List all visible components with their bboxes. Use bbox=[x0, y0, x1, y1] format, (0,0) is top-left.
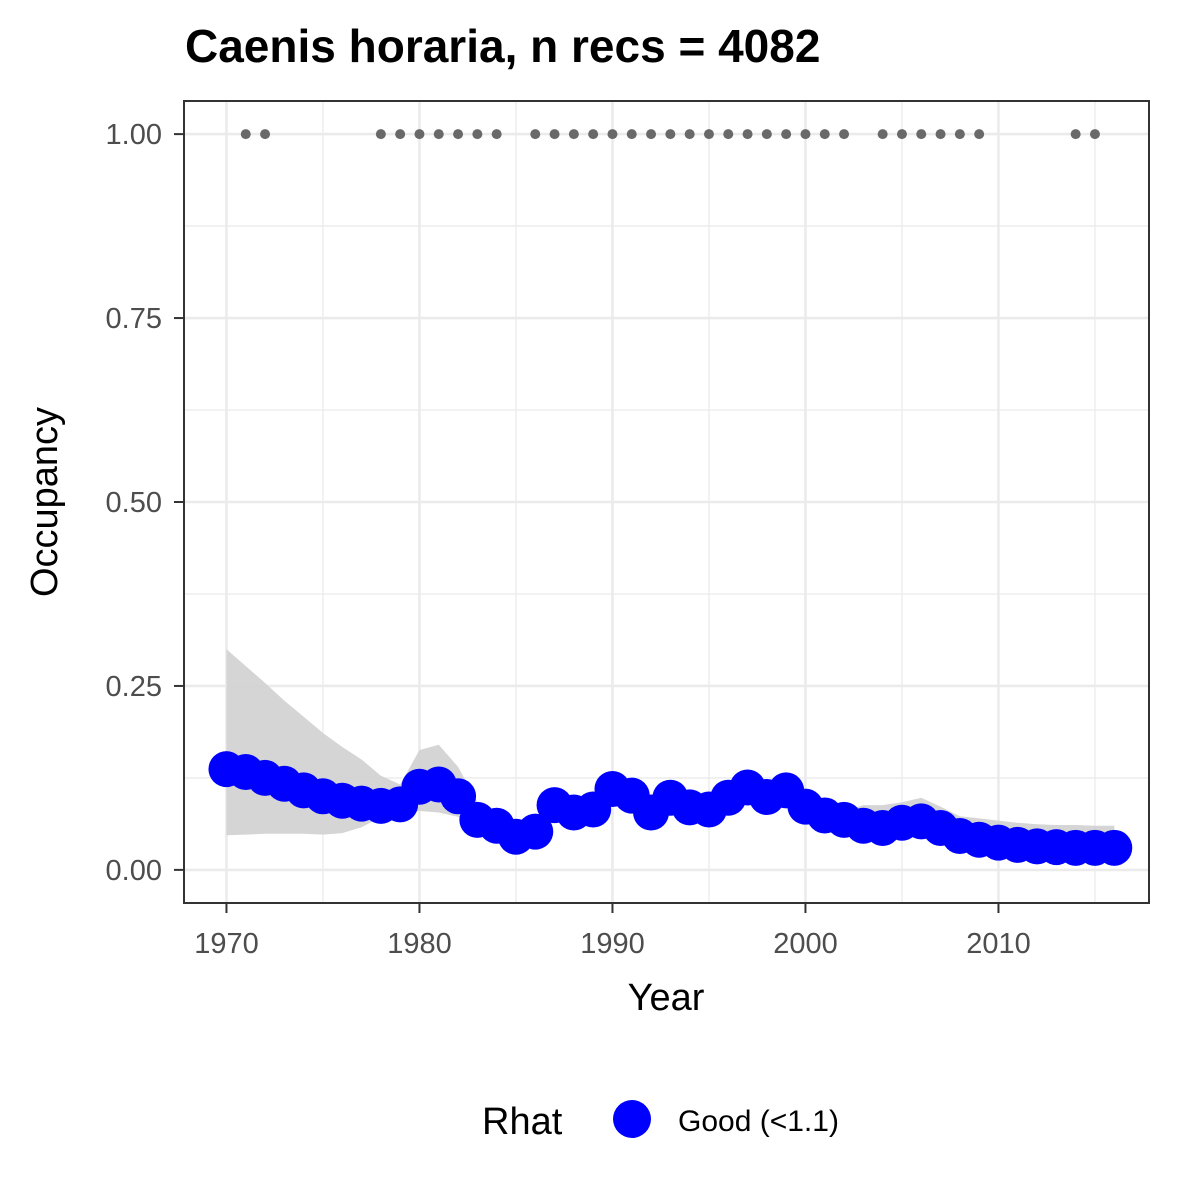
record-dot bbox=[240, 129, 251, 140]
legend: Rhat Good (<1.1) bbox=[482, 1100, 839, 1143]
y-axis-title: Occupancy bbox=[24, 407, 66, 597]
record-dot bbox=[472, 129, 483, 140]
record-dot bbox=[1089, 129, 1100, 140]
x-axis-title: Year bbox=[628, 977, 705, 1019]
record-dot bbox=[819, 129, 830, 140]
record-dot bbox=[260, 129, 271, 140]
y-tick-label: 0.75 bbox=[106, 303, 162, 335]
record-dot bbox=[723, 129, 734, 140]
record-dot bbox=[684, 129, 695, 140]
record-dot bbox=[375, 129, 386, 140]
record-dot bbox=[742, 129, 753, 140]
record-dot bbox=[433, 129, 444, 140]
record-dot bbox=[530, 129, 541, 140]
chart-title: Caenis horaria, n recs = 4082 bbox=[185, 20, 820, 72]
record-dot bbox=[954, 129, 965, 140]
y-tick-label: 0.25 bbox=[106, 671, 162, 703]
record-dot bbox=[588, 129, 599, 140]
record-dot bbox=[800, 129, 811, 140]
y-tick-label: 0.50 bbox=[106, 487, 162, 519]
panel-border bbox=[183, 100, 1150, 904]
y-tick-label: 1.00 bbox=[106, 119, 162, 151]
record-dot bbox=[568, 129, 579, 140]
record-dot bbox=[896, 129, 907, 140]
record-dot bbox=[877, 129, 888, 140]
record-dot bbox=[665, 129, 676, 140]
occupancy-point bbox=[1096, 829, 1133, 866]
record-dot bbox=[974, 129, 985, 140]
record-dot bbox=[761, 129, 772, 140]
record-dot bbox=[781, 129, 792, 140]
legend-key-good bbox=[613, 1100, 651, 1138]
record-dot bbox=[607, 129, 618, 140]
legend-title: Rhat bbox=[482, 1101, 563, 1143]
record-dot bbox=[491, 129, 502, 140]
x-axis: 1970 1980 1990 2000 2010 bbox=[194, 904, 1031, 960]
record-dot bbox=[626, 129, 637, 140]
record-dot bbox=[916, 129, 927, 140]
y-axis: 0.00 0.25 0.50 0.75 1.00 bbox=[106, 119, 183, 887]
record-dots bbox=[240, 129, 1100, 140]
occupancy-point bbox=[517, 813, 554, 850]
y-tick-label: 0.00 bbox=[106, 855, 162, 887]
occupancy-points bbox=[208, 751, 1133, 866]
x-tick-label: 2000 bbox=[773, 928, 838, 960]
x-tick-label: 1990 bbox=[580, 928, 645, 960]
legend-label-good: Good (<1.1) bbox=[678, 1105, 839, 1138]
record-dot bbox=[414, 129, 425, 140]
x-tick-label: 1980 bbox=[387, 928, 452, 960]
record-dot bbox=[549, 129, 560, 140]
record-dot bbox=[395, 129, 406, 140]
record-dot bbox=[935, 129, 946, 140]
x-tick-label: 1970 bbox=[194, 928, 259, 960]
record-dot bbox=[703, 129, 714, 140]
record-dot bbox=[1070, 129, 1081, 140]
record-dot bbox=[839, 129, 850, 140]
record-dot bbox=[453, 129, 464, 140]
record-dot bbox=[646, 129, 657, 140]
x-tick-label: 2010 bbox=[966, 928, 1031, 960]
